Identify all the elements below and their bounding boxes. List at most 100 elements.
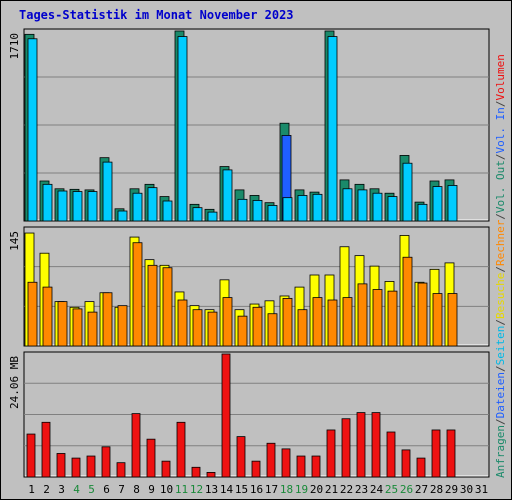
day-label-20: 20 [310, 483, 323, 496]
bar-rechner-day-15 [237, 315, 248, 347]
bar-dateien-day-17 [267, 205, 278, 222]
bar-rechner-day-4 [72, 308, 83, 347]
bar-volumen-day-10 [161, 460, 171, 478]
day-label-6: 6 [103, 483, 110, 496]
day-label-13: 13 [205, 483, 218, 496]
day-label-10: 10 [160, 483, 173, 496]
bar-rechner-day-9 [147, 264, 158, 347]
legend-entry: Vol. Out [494, 160, 507, 213]
bar-volumen-day-26 [401, 449, 411, 478]
bar-volumen-day-9 [146, 438, 156, 478]
bar-rechner-day-5 [87, 311, 98, 347]
day-label-4: 4 [73, 483, 80, 496]
day-label-8: 8 [133, 483, 140, 496]
bar-dateien-day-16 [252, 200, 263, 222]
day-label-23: 23 [355, 483, 368, 496]
legend-entry: / [494, 319, 507, 326]
day-label-24: 24 [370, 483, 384, 496]
day-label-30: 30 [460, 483, 473, 496]
bar-dateien-day-24 [372, 192, 383, 222]
bar-volumen-day-23 [356, 412, 366, 478]
legend-entry: Seiten [494, 326, 507, 366]
bar-rechner-day-1 [27, 281, 38, 347]
bar-dateien-day-29 [447, 185, 458, 222]
bar-dateien-day-10 [162, 200, 173, 222]
bar-dateien-day-3 [57, 190, 68, 222]
bar-volumen-day-1 [26, 433, 36, 478]
bar-volumen-day-12 [191, 466, 201, 478]
bar-dateien-day-2 [42, 183, 53, 222]
bar-rechner-day-3 [57, 301, 68, 347]
legend-entry: Rechner [494, 219, 507, 266]
bar-dateien-day-11 [177, 36, 188, 222]
bar-volumen-day-4 [71, 457, 81, 478]
bar-dateien-day-5 [87, 191, 98, 222]
bar-volumen-day-2 [41, 421, 51, 478]
day-label-28: 28 [430, 483, 443, 496]
day-label-9: 9 [148, 483, 155, 496]
bar-rechner-day-17 [267, 313, 278, 347]
bar-dateien-day-8 [132, 192, 143, 222]
day-label-21: 21 [325, 483, 338, 496]
bar-volumen-day-22 [341, 418, 351, 478]
day-label-31: 31 [475, 483, 488, 496]
bar-rechner-day-18 [282, 297, 293, 347]
legend-entry: Anfragen [494, 425, 507, 478]
bar-rechner-day-8 [132, 242, 143, 347]
right-legend: Anfragen/Dateien/Seiten/Besuche/Rechner/… [494, 54, 507, 478]
day-label-26: 26 [400, 483, 413, 496]
day-label-29: 29 [445, 483, 458, 496]
bar-volumen-day-21 [326, 429, 336, 478]
bar-volumen-day-13 [206, 471, 216, 478]
bar-volumen-day-11 [176, 421, 186, 478]
requests-ymax-label: 1710 [8, 33, 21, 60]
bar-rechner-day-24 [372, 289, 383, 347]
bar-dateien-day-7 [117, 210, 128, 222]
bar-volumen-day-29 [446, 429, 456, 478]
bar-dateien-day-6 [102, 161, 113, 222]
legend-entry: Besuche [494, 273, 507, 319]
bar-dateien-day-23 [357, 189, 368, 222]
day-label-12: 12 [190, 483, 203, 496]
day-label-17: 17 [265, 483, 278, 496]
bar-volumen-day-14 [221, 353, 231, 478]
day-label-11: 11 [175, 483, 188, 496]
bar-volumen-day-24 [371, 412, 381, 478]
bar-rechner-day-20 [312, 297, 323, 347]
bar-rechner-day-7 [117, 305, 128, 347]
bar-volumen-day-3 [56, 453, 66, 478]
day-label-14: 14 [220, 483, 234, 496]
day-label-1: 1 [28, 483, 35, 496]
bar-rechner-day-28 [432, 293, 443, 347]
volume-ymax-label: 24.06 MB [8, 356, 21, 409]
bar-rechner-day-22 [342, 297, 353, 347]
bar-rechner-day-23 [357, 283, 368, 347]
bar-dateien-day-13 [207, 211, 218, 222]
bar-rechner-day-13 [207, 311, 218, 347]
bar-dateien-day-25 [387, 196, 398, 222]
day-label-2: 2 [43, 483, 50, 496]
bar-volumen-day-16 [251, 460, 261, 478]
bar-dateien-day-14 [222, 169, 233, 222]
day-label-3: 3 [58, 483, 65, 496]
bar-dateien-day-15 [237, 198, 248, 222]
day-label-27: 27 [415, 483, 428, 496]
bar-dateien-day-1 [27, 38, 38, 222]
bar-rechner-day-27 [417, 282, 428, 347]
bar-dateien-day-27 [417, 203, 428, 222]
bar-rechner-day-16 [252, 306, 263, 347]
day-label-15: 15 [235, 483, 248, 496]
bar-volumen-day-25 [386, 431, 396, 478]
day-label-16: 16 [250, 483, 263, 496]
bar-volumen-day-18 [281, 448, 291, 478]
bar-dateien-day-19 [297, 195, 308, 222]
bar-dateien-day-20 [312, 193, 323, 222]
bar-rechner-day-10 [162, 267, 173, 347]
bar-dateien-day-4 [72, 191, 83, 222]
legend-entry: Dateien [494, 372, 507, 418]
bar-rechner-day-21 [327, 299, 338, 347]
legend-entry: / [494, 266, 507, 273]
bar-volumen-day-5 [86, 455, 96, 478]
day-label-5: 5 [88, 483, 95, 496]
